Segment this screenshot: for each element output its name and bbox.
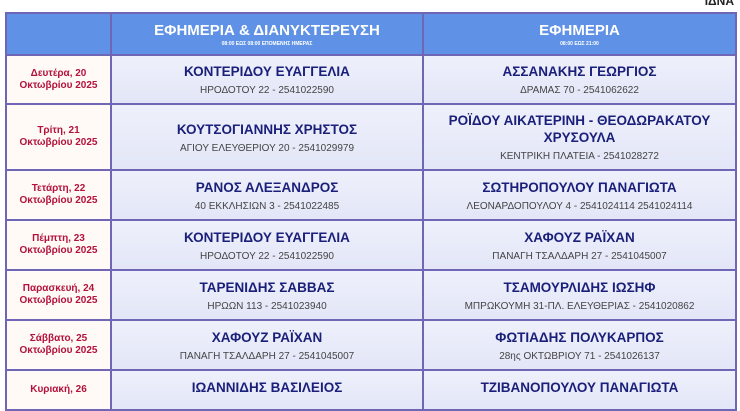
- date-cell: Σάββατο, 25 Οκτωβρίου 2025: [5, 319, 112, 371]
- pharmacy-address-phone: ΛΕΟΝΑΡΔΟΠΟΥΛΟΥ 4 - 2541024114 2541024114: [466, 200, 693, 212]
- table-row: Κυριακή, 26 ΙΩΑΝΝΙΔΗΣ ΒΑΣΙΛΕΙΟΣ ΤΖΙΒΑΝΟΠ…: [5, 369, 737, 411]
- pharmacist-name: ΑΣΣΑΝΑΚΗΣ ΓΕΩΡΓΙΟΣ: [502, 64, 657, 79]
- pharmacist-name: ΡΟΪΔΟΥ ΑΙΚΑΤΕΡΙΝΗ - ΘΕΟΔΩΡΑΚΑΤΟΥ ΧΡΥΣΟΥΛ…: [448, 113, 711, 145]
- pharmacy-cell-day: ΡΟΪΔΟΥ ΑΙΚΑΤΕΡΙΝΗ - ΘΕΟΔΩΡΑΚΑΤΟΥ ΧΡΥΣΟΥΛ…: [422, 103, 737, 171]
- header-title: ΕΦΗΜΕΡΙΑ & ΔΙΑΝΥΚΤΕΡΕΥΣΗ: [154, 21, 380, 39]
- table-row: Δευτέρα, 20 Οκτωβρίου 2025 ΚΟΝΤΕΡΙΔΟΥ ΕΥΑ…: [5, 54, 737, 105]
- date-month: Οκτωβρίου 2025: [19, 195, 98, 206]
- date-day: Σάββατο, 25: [29, 333, 88, 344]
- pharmacist-name: ΣΩΤΗΡΟΠΟΥΛΟΥ ΠΑΝΑΓΙΩΤΑ: [482, 179, 677, 195]
- date-cell: Δευτέρα, 20 Οκτωβρίου 2025: [5, 54, 112, 105]
- pharmacy-cell-overnight: ΙΩΑΝΝΙΔΗΣ ΒΑΣΙΛΕΙΟΣ: [110, 369, 424, 411]
- pharmacy-cell-overnight: ΚΟΝΤΕΡΙΔΟΥ ΕΥΑΓΓΕΛΙΑ ΗΡΟΔΟΤΟΥ 22 - 254102…: [110, 54, 424, 105]
- pharmacy-cell-day: ΤΖΙΒΑΝΟΠΟΥΛΟΥ ΠΑΝΑΓΙΩΤΑ: [422, 369, 737, 411]
- logo: ΙΔΝΑ: [704, 0, 734, 8]
- pharmacist-name: ΧΑΦΟΥΖ ΡΑΪΧΑΝ: [211, 329, 323, 345]
- pharmacist-name: ΤΣΑΜΟΥΡΛΙΔΗΣ ΙΩΣΗΦ: [503, 279, 656, 295]
- date-day: Παρασκευή, 24: [22, 283, 95, 294]
- pharmacy-cell-day: ΣΩΤΗΡΟΠΟΥΛΟΥ ΠΑΝΑΓΙΩΤΑ ΛΕΟΝΑΡΔΟΠΟΥΛΟΥ 4 -…: [422, 169, 737, 221]
- date-day: Πέμπτη, 23: [32, 233, 85, 244]
- pharmacy-cell-overnight: ΧΑΦΟΥΖ ΡΑΪΧΑΝ ΠΑΝΑΓΗ ΤΣΑΛΔΑΡΗ 27 - 254104…: [110, 319, 424, 371]
- pharmacist-name: ΧΑΦΟΥΖ ΡΑΪΧΑΝ: [524, 229, 635, 245]
- pharmacy-address-phone: 40 ΕΚΚΛΗΣΙΩΝ 3 - 2541022485: [194, 200, 340, 212]
- pharmacist-name: ΚΟΥΤΣΟΓΙΑΝΝΗΣ ΧΡΗΣΤΟΣ: [176, 121, 358, 137]
- pharmacist-name: ΚΟΝΤΕΡΙΔΟΥ ΕΥΑΓΓΕΛΙΑ: [184, 64, 350, 79]
- date-day: Κυριακή, 26: [30, 384, 87, 395]
- pharmacist-name: ΤΑΡΕΝΙΔΗΣ ΣΑΒΒΑΣ: [199, 279, 335, 295]
- pharmacy-address-phone: ΚΕΝΤΡΙΚΗ ΠΛΑΤΕΙΑ - 2541028272: [500, 151, 659, 162]
- pharmacist-name: ΤΖΙΒΑΝΟΠΟΥΛΟΥ ΠΑΝΑΓΙΩΤΑ: [480, 380, 679, 395]
- pharmacist-name: ΚΟΝΤΕΡΙΔΟΥ ΕΥΑΓΓΕΛΙΑ: [184, 229, 350, 245]
- pharmacy-address-phone: ΜΠΡΩΚΟΥΜΗ 31-ΠΛ. ΕΛΕΥΘΕΡΙΑΣ - 2541020862: [464, 300, 695, 312]
- pharmacy-address-phone: ΗΡΟΔΟΤΟΥ 22 - 2541022590: [200, 250, 334, 262]
- pharmacy-cell-overnight: ΡΑΝΟΣ ΑΛΕΞΑΝΔΡΟΣ 40 ΕΚΚΛΗΣΙΩΝ 3 - 2541022…: [110, 169, 424, 221]
- header-col2: ΕΦΗΜΕΡΙΑ 08:00 ΕΩΣ 21:00: [422, 12, 737, 56]
- pharmacist-name: ΦΩΤΙΑΔΗΣ ΠΟΛΥΚΑΡΠΟΣ: [495, 329, 664, 345]
- header-subtitle: 08:00 ΕΩΣ 21:00: [560, 40, 599, 47]
- pharmacy-cell-overnight: ΤΑΡΕΝΙΔΗΣ ΣΑΒΒΑΣ ΗΡΩΩΝ 113 - 2541023940: [110, 269, 424, 321]
- pharmacy-duty-table: ΕΦΗΜΕΡΙΑ & ΔΙΑΝΥΚΤΕΡΕΥΣΗ 08:00 ΕΩΣ 08:00 …: [5, 12, 737, 411]
- pharmacy-cell-day: ΤΣΑΜΟΥΡΛΙΔΗΣ ΙΩΣΗΦ ΜΠΡΩΚΟΥΜΗ 31-ΠΛ. ΕΛΕΥΘ…: [422, 269, 737, 321]
- date-cell: Παρασκευή, 24 Οκτωβρίου 2025: [5, 269, 112, 321]
- date-month: Οκτωβρίου 2025: [19, 245, 98, 256]
- header-subtitle: 08:00 ΕΩΣ 08:00 ΕΠΟΜΕΝΗΣ ΗΜΕΡΑΣ: [221, 40, 313, 47]
- date-day: Τρίτη, 21: [37, 125, 80, 136]
- pharmacy-address-phone: ΗΡΩΩΝ 113 - 2541023940: [207, 300, 327, 312]
- pharmacy-address-phone: ΑΓΙΟΥ ΕΛΕΥΘΕΡΙΟΥ 20 - 2541029979: [179, 142, 355, 154]
- pharmacy-address-phone: ΠΑΝΑΓΗ ΤΣΑΛΔΑΡΗ 27 - 2541045007: [179, 350, 355, 362]
- pharmacy-address-phone: ΗΡΟΔΟΤΟΥ 22 - 2541022590: [200, 85, 334, 96]
- date-cell: Πέμπτη, 23 Οκτωβρίου 2025: [5, 219, 112, 271]
- pharmacy-address-phone: 28ης ΟΚΤΩΒΡΙΟΥ 71 - 2541026137: [499, 350, 660, 362]
- pharmacist-name: ΙΩΑΝΝΙΔΗΣ ΒΑΣΙΛΕΙΟΣ: [191, 380, 343, 395]
- pharmacy-address-phone: ΠΑΝΑΓΗ ΤΣΑΛΔΑΡΗ 27 - 2541045007: [492, 250, 667, 262]
- table-row: Τρίτη, 21 Οκτωβρίου 2025 ΚΟΥΤΣΟΓΙΑΝΝΗΣ ΧΡ…: [5, 103, 737, 171]
- date-cell: Τρίτη, 21 Οκτωβρίου 2025: [5, 103, 112, 171]
- pharmacy-address-phone: ΔΡΑΜΑΣ 70 - 2541062622: [520, 85, 639, 96]
- date-month: Οκτωβρίου 2025: [19, 137, 98, 148]
- pharmacy-cell-overnight: ΚΟΝΤΕΡΙΔΟΥ ΕΥΑΓΓΕΛΙΑ ΗΡΟΔΟΤΟΥ 22 - 254102…: [110, 219, 424, 271]
- header-title: ΕΦΗΜΕΡΙΑ: [539, 21, 620, 39]
- header-empty: [5, 12, 112, 56]
- pharmacy-cell-day: ΑΣΣΑΝΑΚΗΣ ΓΕΩΡΓΙΟΣ ΔΡΑΜΑΣ 70 - 2541062622: [422, 54, 737, 105]
- table-row: Παρασκευή, 24 Οκτωβρίου 2025 ΤΑΡΕΝΙΔΗΣ ΣΑ…: [5, 269, 737, 321]
- date-day: Τετάρτη, 22: [31, 183, 86, 194]
- date-month: Οκτωβρίου 2025: [19, 345, 98, 356]
- table-row: Σάββατο, 25 Οκτωβρίου 2025 ΧΑΦΟΥΖ ΡΑΪΧΑΝ Π…: [5, 319, 737, 371]
- header-row: ΕΦΗΜΕΡΙΑ & ΔΙΑΝΥΚΤΕΡΕΥΣΗ 08:00 ΕΩΣ 08:00 …: [5, 12, 737, 56]
- date-day: Δευτέρα, 20: [30, 67, 87, 79]
- date-cell: Κυριακή, 26: [5, 369, 112, 411]
- date-month: Οκτωβρίου 2025: [19, 79, 98, 91]
- pharmacy-cell-day: ΧΑΦΟΥΖ ΡΑΪΧΑΝ ΠΑΝΑΓΗ ΤΣΑΛΔΑΡΗ 27 - 254104…: [422, 219, 737, 271]
- pharmacist-name: ΡΑΝΟΣ ΑΛΕΞΑΝΔΡΟΣ: [195, 179, 339, 195]
- pharmacy-cell-overnight: ΚΟΥΤΣΟΓΙΑΝΝΗΣ ΧΡΗΣΤΟΣ ΑΓΙΟΥ ΕΛΕΥΘΕΡΙΟΥ 20…: [110, 103, 424, 171]
- table-row: Τετάρτη, 22 Οκτωβρίου 2025 ΡΑΝΟΣ ΑΛΕΞΑΝΔΡ…: [5, 169, 737, 221]
- date-cell: Τετάρτη, 22 Οκτωβρίου 2025: [5, 169, 112, 221]
- pharmacy-cell-day: ΦΩΤΙΑΔΗΣ ΠΟΛΥΚΑΡΠΟΣ 28ης ΟΚΤΩΒΡΙΟΥ 71 - 2…: [422, 319, 737, 371]
- date-month: Οκτωβρίου 2025: [19, 295, 98, 306]
- header-col1: ΕΦΗΜΕΡΙΑ & ΔΙΑΝΥΚΤΕΡΕΥΣΗ 08:00 ΕΩΣ 08:00 …: [110, 12, 424, 56]
- table-row: Πέμπτη, 23 Οκτωβρίου 2025 ΚΟΝΤΕΡΙΔΟΥ ΕΥΑΓ…: [5, 219, 737, 271]
